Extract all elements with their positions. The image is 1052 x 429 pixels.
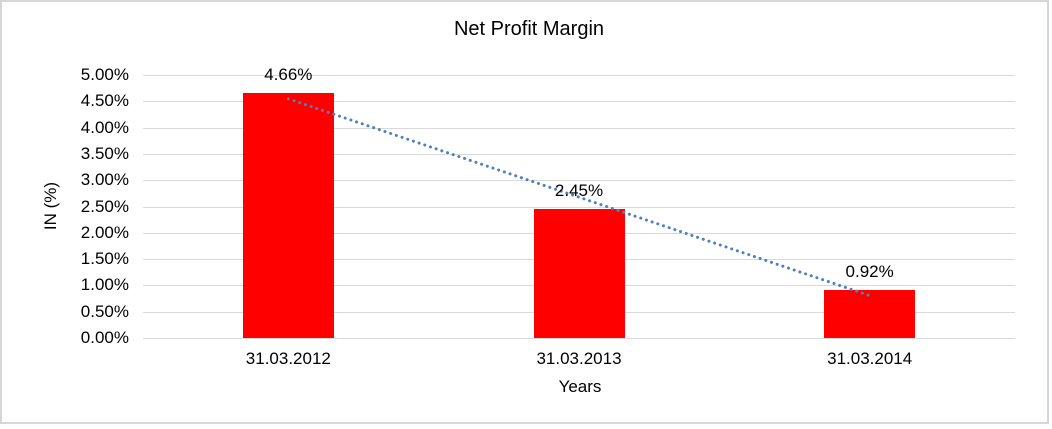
y-tick-label: 3.00%	[80, 170, 129, 190]
bar-31.03.2014	[824, 289, 916, 338]
bar-31.03.2012	[242, 92, 334, 338]
y-tick-label: 2.50%	[80, 196, 129, 216]
y-tick-label: 5.00%	[80, 65, 129, 84]
x-tick-label: 31.03.2012	[245, 349, 331, 368]
y-tick-label: 3.50%	[80, 143, 129, 163]
x-tick-label: 31.03.2014	[827, 349, 913, 368]
data-label: 4.66%	[264, 64, 313, 84]
y-tick-label: 1.00%	[80, 275, 129, 295]
chart-title: Net Profit Margin	[453, 18, 605, 40]
gridline	[143, 75, 1015, 76]
y-tick-label: 0.00%	[80, 328, 129, 347]
data-label: 2.45%	[554, 181, 604, 201]
x-axis-title: Years	[558, 377, 602, 396]
y-tick-label: 4.00%	[80, 117, 129, 137]
y-tick-label: 1.50%	[80, 249, 129, 269]
y-tick-label: 2.00%	[80, 222, 129, 242]
x-tick-label: 31.03.2013	[536, 349, 622, 368]
gridline	[143, 338, 1015, 339]
bar-31.03.2013	[533, 209, 625, 338]
y-tick-label: 0.50%	[80, 301, 129, 321]
data-label: 0.92%	[845, 261, 894, 281]
y-tick-label: 4.50%	[80, 91, 129, 111]
